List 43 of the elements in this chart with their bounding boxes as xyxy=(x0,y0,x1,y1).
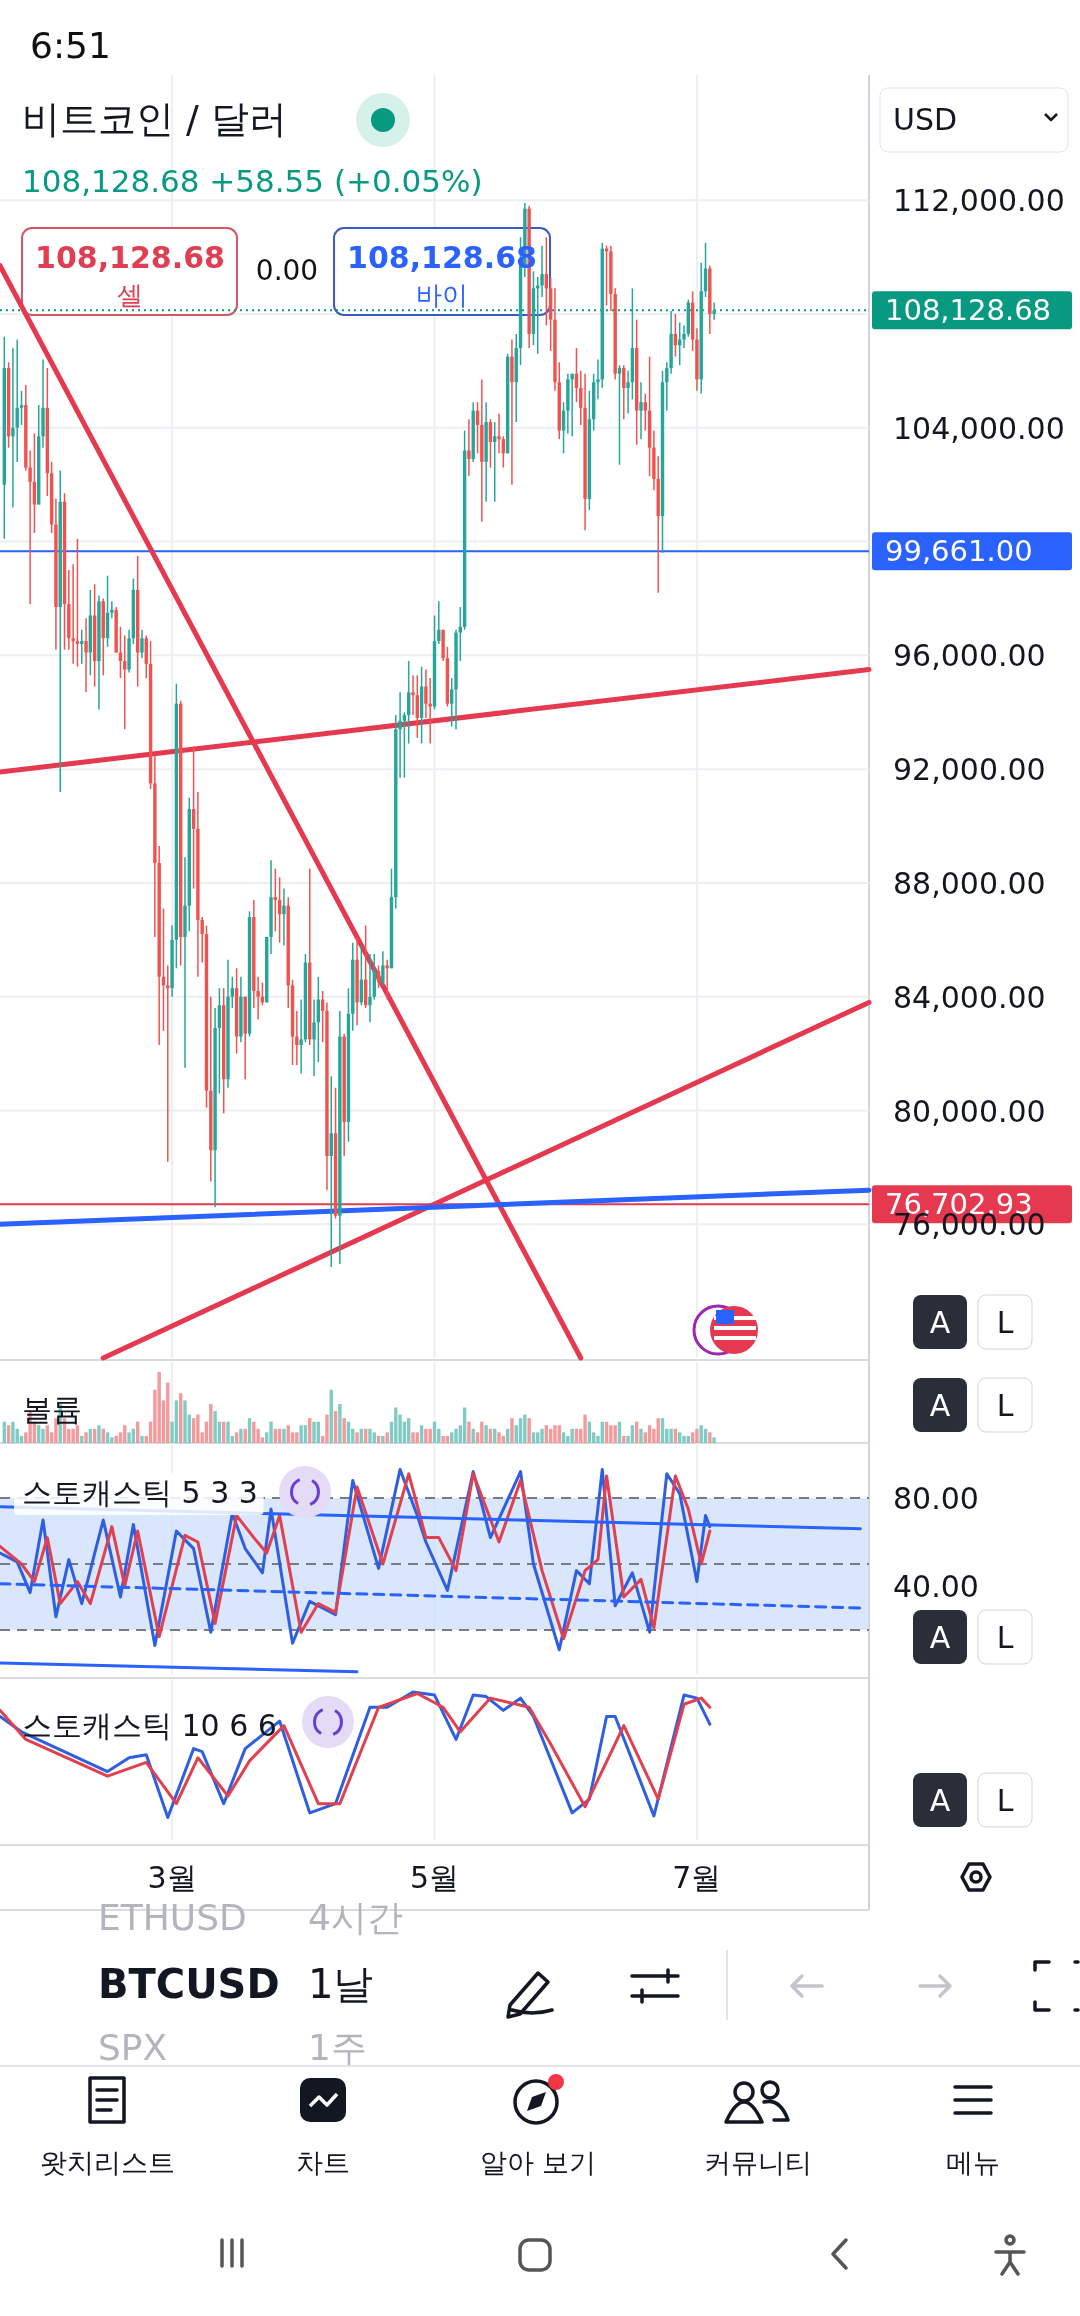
text: 4시간 xyxy=(308,1897,403,1938)
text: 메뉴 xyxy=(946,2147,1000,2178)
y-tick-label: 92,000.00 xyxy=(893,752,1046,788)
x-tick-label: 7월 xyxy=(672,1860,722,1895)
text: 커뮤니티 xyxy=(704,2147,812,2178)
y-tick-label: 84,000.00 xyxy=(893,979,1046,1015)
text: 1주 xyxy=(308,2027,367,2068)
text: 1날 xyxy=(308,1961,374,2007)
x-tick-label: 5월 xyxy=(409,1860,460,1895)
text: ETHUSD xyxy=(98,1897,247,1938)
text: SPX xyxy=(98,2027,168,2068)
annotation: 0.00 xyxy=(255,254,319,287)
log-scale-button: L xyxy=(977,1377,1033,1433)
annotation: 셀 xyxy=(117,280,143,310)
auto-scale-button: A xyxy=(913,1610,967,1664)
y-tick-label: 40.00 xyxy=(893,1569,979,1604)
log-scale-button: L xyxy=(977,1294,1033,1350)
log-scale-button: L xyxy=(977,1609,1033,1665)
y-tick-label: 88,000.00 xyxy=(893,865,1046,901)
auto-scale-button: A xyxy=(913,1295,967,1349)
text: USD xyxy=(893,102,958,137)
y-tick-label: 104,000.00 xyxy=(893,410,1065,446)
annotation: 108,128.68 xyxy=(35,240,225,275)
text: 차트 xyxy=(296,2147,350,2178)
text: 볼륨 xyxy=(22,1392,82,1427)
annotation: 바이 xyxy=(416,280,468,310)
x-tick-label: 3월 xyxy=(147,1860,197,1895)
text: 스토캐스틱 5 3 3 xyxy=(22,1475,258,1510)
y-tick-label: 80.00 xyxy=(893,1481,979,1516)
y-tick-label: 112,000.00 xyxy=(893,183,1065,219)
ref-line-label: 99,661.00 xyxy=(885,534,1033,569)
log-scale-button: L xyxy=(977,1772,1033,1828)
text: 왓치리스트 xyxy=(39,2147,175,2178)
text: 비트코인 / 달러 xyxy=(22,97,287,141)
auto-scale-button: A xyxy=(913,1773,967,1827)
y-tick-label: 80,000.00 xyxy=(893,1093,1046,1129)
y-tick-label: 96,000.00 xyxy=(893,638,1046,674)
ref-line-label: 108,128.68 xyxy=(885,293,1052,328)
text: BTCUSD xyxy=(98,1961,280,2007)
text: 알아 보기 xyxy=(479,2147,597,2178)
text: 108,128.68 +58.55 (+0.05%) xyxy=(22,163,483,199)
auto-scale-button: A xyxy=(913,1378,967,1432)
text: 6:51 xyxy=(30,25,111,66)
